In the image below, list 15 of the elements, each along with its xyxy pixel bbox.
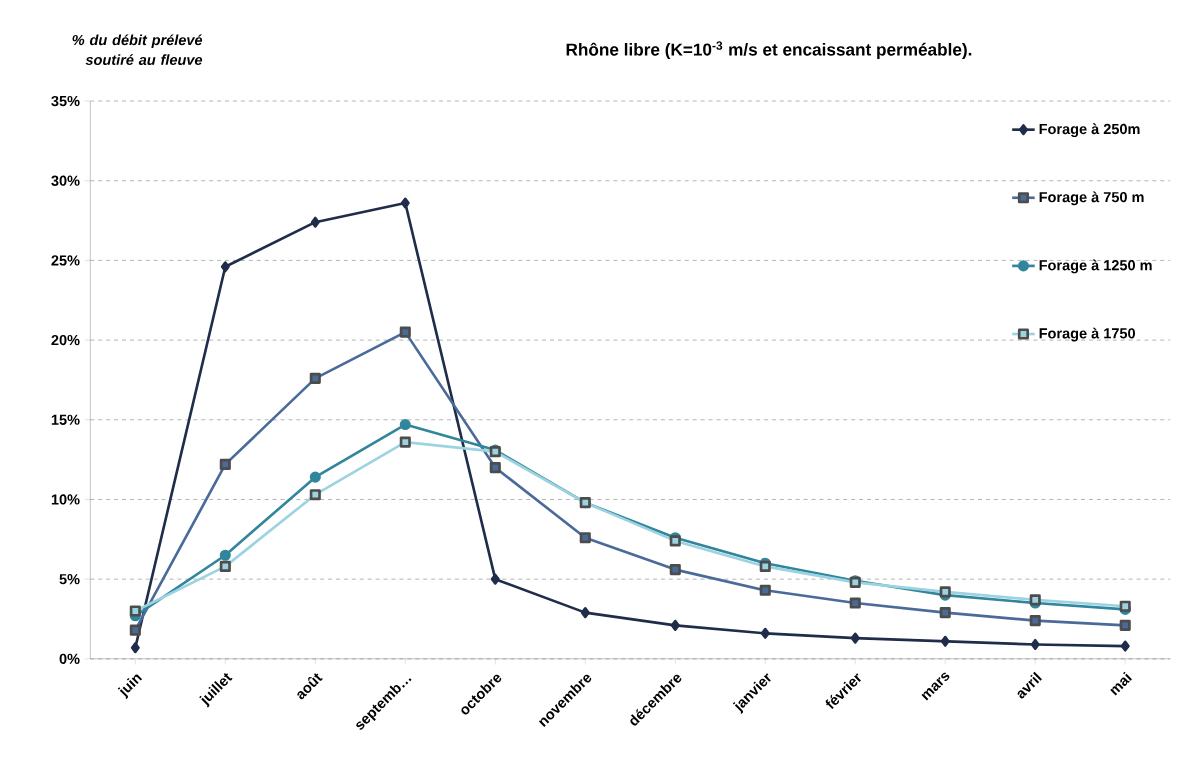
y-tick-label: 25% xyxy=(51,255,80,266)
y-tick-label: 20% xyxy=(51,335,80,346)
x-tick-label: mai xyxy=(1110,671,1132,696)
y-tick-label: 30% xyxy=(51,175,80,187)
legend-label: Forage à 250m xyxy=(1039,123,1140,138)
y-axis-title: % du débit prélevé soutiré au fleuve xyxy=(72,34,203,66)
legend-label: Forage à 1250 m xyxy=(1039,259,1152,274)
y-tick-label: 15% xyxy=(51,414,80,426)
y-tick-label: 10% xyxy=(51,494,80,505)
legend-label: Forage à 750 m xyxy=(1039,191,1144,206)
y-tick-label: 5% xyxy=(59,574,80,585)
chart-title: Rhône libre (K=10$^{-3}$ m/s et encaissant perméable). xyxy=(566,41,972,60)
y-tick-label: 35% xyxy=(51,96,80,107)
y-tick-label: 0% xyxy=(59,653,80,665)
legend-label: Forage à 1750 xyxy=(1039,327,1135,342)
